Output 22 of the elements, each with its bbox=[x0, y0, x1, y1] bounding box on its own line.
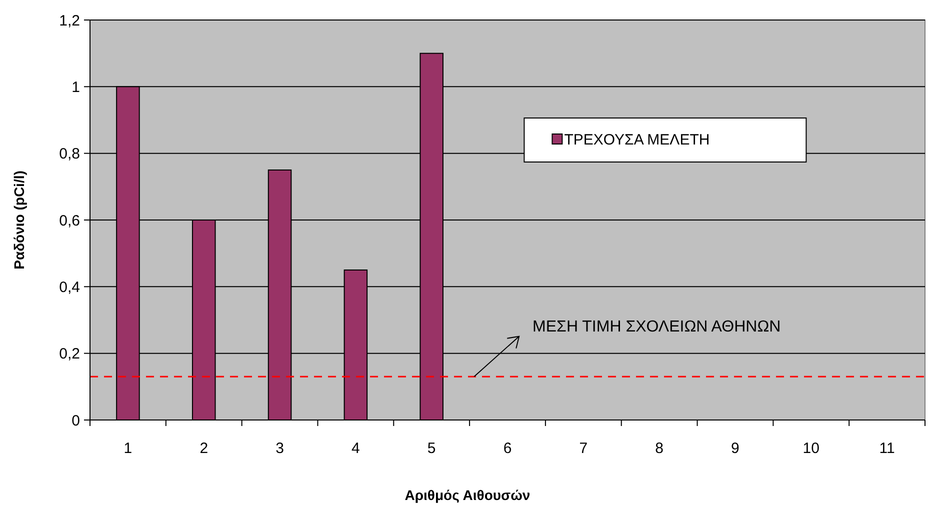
y-axis-title: Ραδόνιο (pCi/l) bbox=[11, 170, 27, 270]
y-tick-label: 1,2 bbox=[59, 12, 80, 30]
legend-label: ΤΡΕΧΟΥΣΑ ΜΕΛΕΤΗ bbox=[564, 131, 710, 148]
x-tick-label: 4 bbox=[352, 440, 360, 457]
y-tick-label: 0,4 bbox=[59, 278, 80, 296]
y-tick-label: 0,6 bbox=[59, 212, 80, 230]
x-tick-label: 1 bbox=[124, 440, 132, 457]
y-tick-label: 0,2 bbox=[59, 346, 80, 363]
y-tick-label: 0,8 bbox=[59, 146, 80, 163]
x-tick-label: 8 bbox=[655, 440, 664, 457]
x-tick-label: 9 bbox=[731, 440, 740, 457]
y-tick-label: 1 bbox=[72, 78, 80, 96]
x-tick-label: 10 bbox=[802, 440, 820, 457]
y-tick-label: 0 bbox=[72, 412, 80, 430]
x-tick-label: 7 bbox=[579, 440, 588, 457]
x-tick-label: 6 bbox=[503, 440, 512, 457]
x-axis-title: Αριθμός Αιθουσών bbox=[404, 487, 530, 503]
x-tick-label: 2 bbox=[200, 440, 208, 457]
x-tick-label: 3 bbox=[276, 440, 284, 457]
x-tick-label: 5 bbox=[427, 440, 436, 457]
ref-line-label: ΜΕΣΗ ΤΙΜΗ ΣΧΟΛΕΙΩΝ ΑΘΗΝΩΝ bbox=[532, 318, 781, 336]
x-tick-label: 11 bbox=[879, 440, 895, 457]
